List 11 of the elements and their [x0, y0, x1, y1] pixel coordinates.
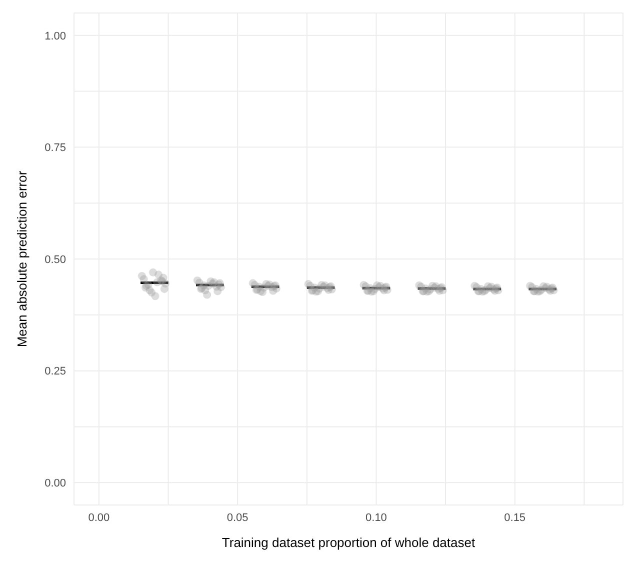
y-axis-title: Mean absolute prediction error	[14, 170, 30, 348]
y-tick-label: 0.75	[44, 142, 66, 154]
x-tick-label: 0.05	[226, 512, 248, 524]
y-tick-label: 0.25	[44, 366, 66, 378]
x-tick-label: 0.15	[504, 512, 526, 524]
y-tick-label: 0.50	[44, 254, 66, 266]
x-axis-title: Training dataset proportion of whole dataset	[222, 535, 476, 550]
x-tick-label: 0.10	[366, 512, 387, 524]
x-tick-label: 0.00	[88, 512, 110, 524]
y-tick-label: 0.00	[44, 478, 66, 490]
y-tick-label: 1.00	[44, 30, 66, 42]
